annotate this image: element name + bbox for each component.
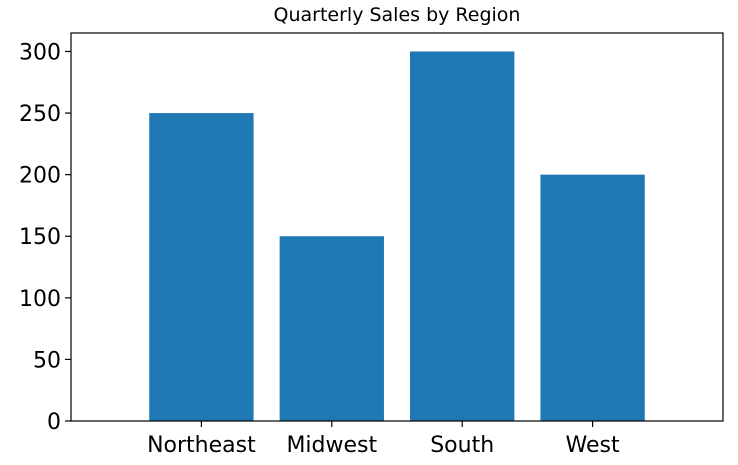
x-tick-label: West (566, 433, 620, 458)
axes-layer (70, 32, 724, 422)
bars-layer (149, 51, 645, 422)
y-tick-label: 250 (19, 102, 61, 127)
x-tick-label: Midwest (286, 433, 377, 458)
bar-northeast (149, 113, 254, 422)
y-tick-label: 200 (19, 164, 61, 189)
y-tick-label: 300 (19, 40, 61, 65)
y-tick-label: 100 (19, 287, 61, 312)
y-tick-label: 50 (33, 348, 61, 373)
x-tick-label: South (430, 433, 494, 458)
y-tick-label: 0 (47, 410, 61, 435)
bar-midwest (279, 236, 384, 421)
bar-south (410, 51, 515, 421)
plot-frame (70, 32, 724, 422)
bar-west (540, 174, 645, 421)
chart-title: Quarterly Sales by Region (274, 4, 521, 26)
ticks-layer: 0 50 100 150 200 250 300 Northeast Midwest South W… (19, 40, 620, 458)
y-tick-label: 150 (19, 225, 61, 250)
x-tick-label: Northeast (147, 433, 256, 458)
